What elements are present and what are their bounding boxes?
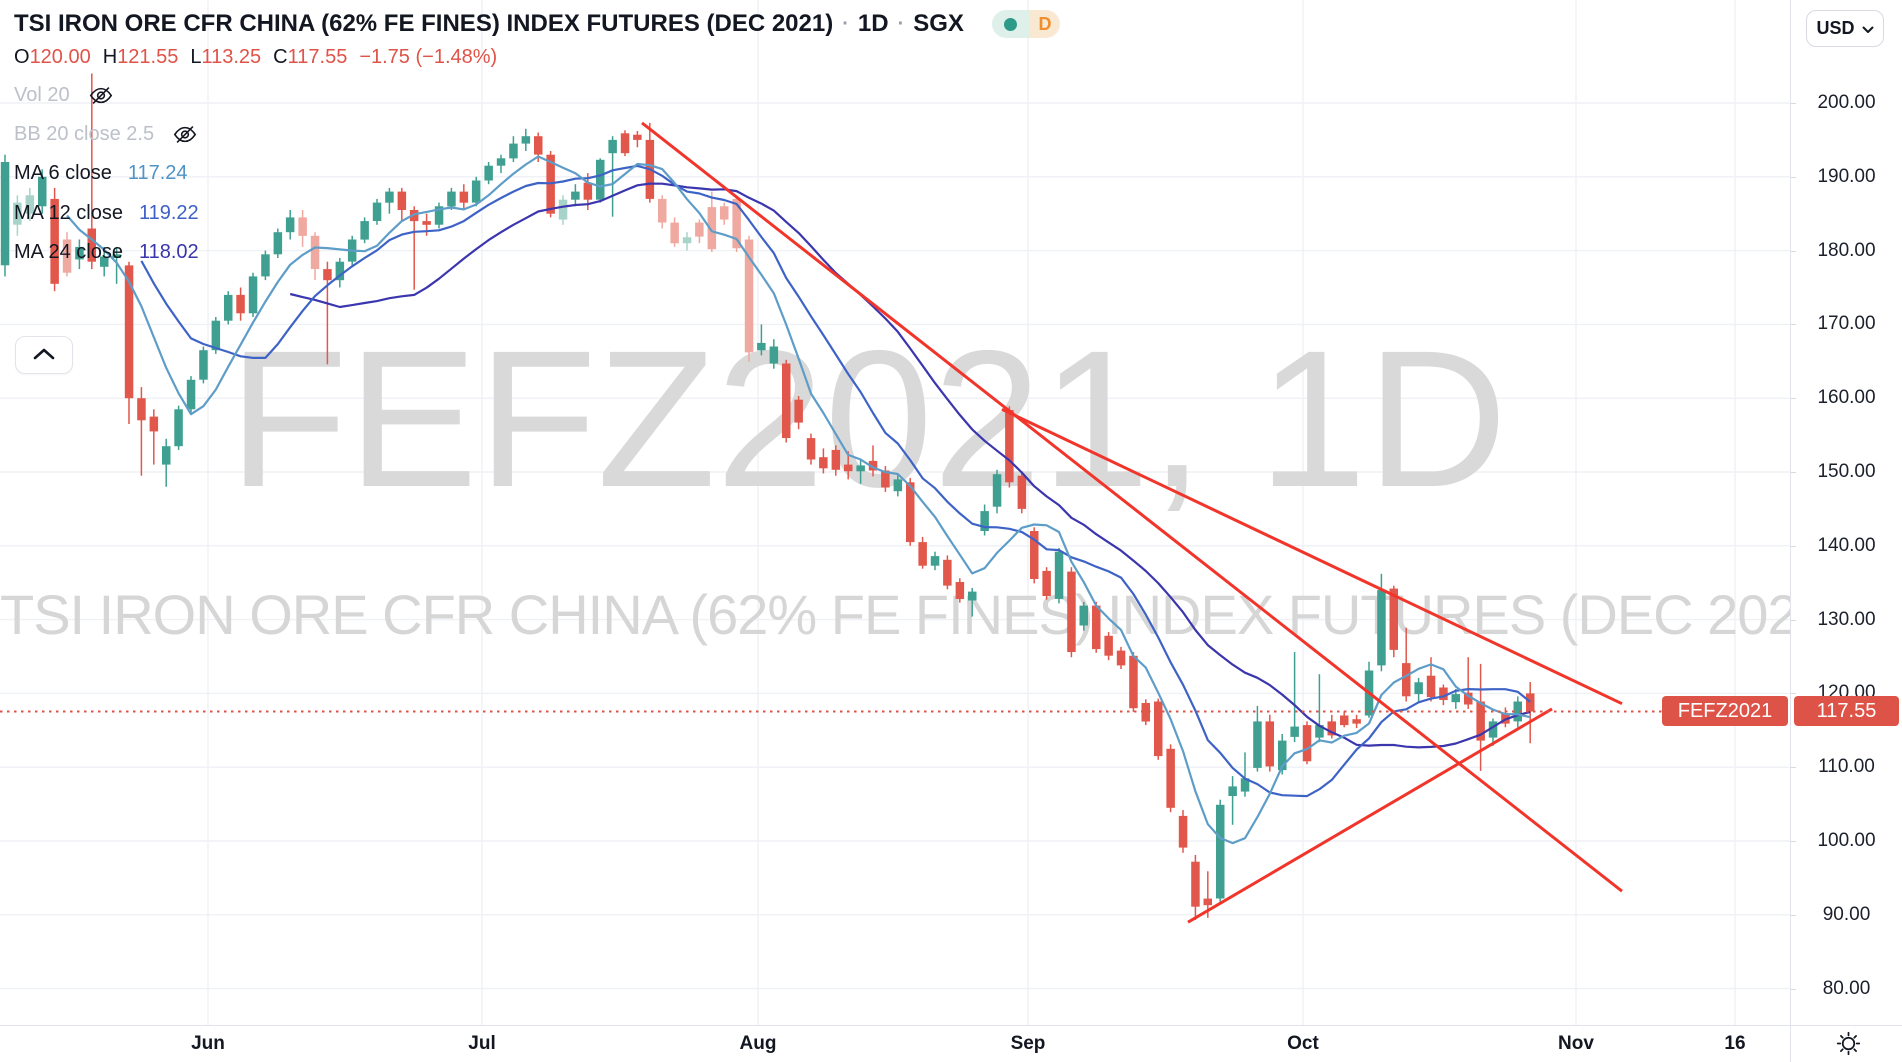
eye-off-icon[interactable] [172, 123, 198, 146]
price-tick-mark [1791, 915, 1796, 916]
price-tick-label: 140.00 [1817, 535, 1876, 556]
price-tick-label: 170.00 [1817, 313, 1876, 334]
status-dot-icon [991, 10, 1030, 38]
price-tick-label: 90.00 [1822, 904, 1871, 925]
high-label: H [102, 46, 118, 68]
time-axis-label: Oct [1287, 1033, 1319, 1054]
ma6-indicator-label[interactable]: MA 6 close [14, 162, 112, 184]
indicator-row-ma24: MA 24 close 118.02 [14, 241, 199, 264]
price-tick-mark [1791, 841, 1796, 842]
indicator-row-ma12: MA 12 close 119.22 [14, 202, 199, 225]
price-tick-mark [1791, 693, 1796, 694]
price-tick-label: 180.00 [1817, 240, 1876, 261]
legend-collapse-button[interactable] [15, 336, 73, 374]
bollinger-indicator-label[interactable]: BB 20 close 2.5 [14, 123, 155, 145]
chart-plot-area[interactable]: FEFZ2021, 1D TSI IRON ORE CFR CHINA (62%… [0, 0, 1790, 1025]
ma12-indicator-label[interactable]: MA 12 close [14, 202, 123, 224]
symbol-header: TSI IRON ORE CFR CHINA (62% FE FINES) IN… [14, 10, 1060, 38]
time-axis-label: Jul [468, 1033, 496, 1054]
symbol-watermark: FEFZ2021, 1D [228, 310, 1508, 528]
indicator-row-volume: Vol 20 [14, 84, 114, 107]
ma12-value: 119.22 [138, 202, 199, 224]
price-tick-label: 80.00 [1822, 978, 1871, 999]
price-tick-label: 190.00 [1817, 166, 1876, 187]
change-value: −1.75 (−1.48%) [359, 46, 498, 68]
price-tick-label: 100.00 [1817, 830, 1876, 851]
market-status-badge[interactable]: D [991, 10, 1060, 38]
title-watermark: TSI IRON ORE CFR CHINA (62% FE FINES) IN… [0, 583, 1790, 646]
close-label: C [273, 46, 288, 68]
price-tick-mark [1791, 472, 1796, 473]
price-line-ticker-badge: FEFZ2021 [1662, 696, 1788, 726]
indicator-row-bollinger: BB 20 close 2.5 [14, 123, 198, 146]
time-axis-label: Nov [1558, 1033, 1594, 1054]
close-value: 117.55 [287, 46, 348, 68]
price-tick-mark [1791, 546, 1796, 547]
price-tick-mark [1791, 103, 1796, 104]
low-label: L [190, 46, 202, 68]
chevron-down-icon [1862, 18, 1874, 39]
price-chart-canvas[interactable] [0, 0, 1790, 1025]
gridlines [0, 0, 1790, 1025]
interval-label[interactable]: 1D [857, 10, 889, 37]
symbol-title[interactable]: TSI IRON ORE CFR CHINA (62% FE FINES) IN… [14, 10, 834, 37]
price-tick-mark [1791, 989, 1796, 990]
time-axis-label: Sep [1010, 1033, 1046, 1054]
ma6-value: 117.24 [127, 162, 188, 184]
daily-badge-letter: D [1029, 10, 1060, 38]
price-tick-label: 110.00 [1818, 756, 1875, 777]
currency-label: USD [1816, 18, 1855, 38]
price-tick-mark [1791, 177, 1796, 178]
low-value: 113.25 [201, 46, 262, 68]
time-axis-label: 16 [1724, 1033, 1746, 1054]
separator-dot: · [897, 12, 905, 35]
time-axis-label: Aug [739, 1033, 777, 1054]
indicator-row-ma6: MA 6 close 117.24 [14, 162, 188, 185]
high-value: 121.55 [117, 46, 179, 68]
time-axis[interactable]: Jun Jul Aug Sep Oct Nov 16 [0, 1025, 1902, 1062]
exchange-label[interactable]: SGX [913, 10, 964, 37]
price-tick-mark [1791, 620, 1796, 621]
last-price-badge: 117.55 [1794, 696, 1899, 726]
time-axis-settings-icon[interactable] [1836, 1031, 1861, 1056]
price-tick-mark [1791, 324, 1796, 325]
price-tick-label: 130.00 [1817, 609, 1876, 630]
ma24-indicator-label[interactable]: MA 24 close [14, 241, 123, 263]
price-axis[interactable]: 200.00 190.00 180.00 170.00 160.00 150.00 140.… [1790, 0, 1902, 1025]
separator-dot: · [842, 12, 849, 35]
volume-indicator-label[interactable]: Vol 20 [14, 84, 70, 106]
open-value: 120.00 [29, 46, 91, 68]
price-tick-label: 160.00 [1817, 387, 1876, 408]
time-axis-label: Jun [191, 1033, 225, 1054]
price-tick-mark [1791, 251, 1796, 252]
price-tick-mark [1791, 767, 1796, 768]
axis-corner-divider [1790, 1026, 1791, 1062]
open-label: O [14, 46, 30, 68]
currency-unit-button[interactable]: USD [1806, 10, 1884, 47]
ma24-value: 118.02 [138, 241, 199, 263]
price-tick-label: 150.00 [1817, 461, 1876, 482]
price-tick-mark [1791, 398, 1796, 399]
chevron-up-icon [33, 348, 55, 363]
eye-off-icon[interactable] [88, 84, 114, 107]
price-tick-label: 200.00 [1817, 92, 1876, 113]
ohlc-values: O 120.00 H 121.55 L 113.25 C 117.55 −1.75 (−… [14, 46, 497, 69]
